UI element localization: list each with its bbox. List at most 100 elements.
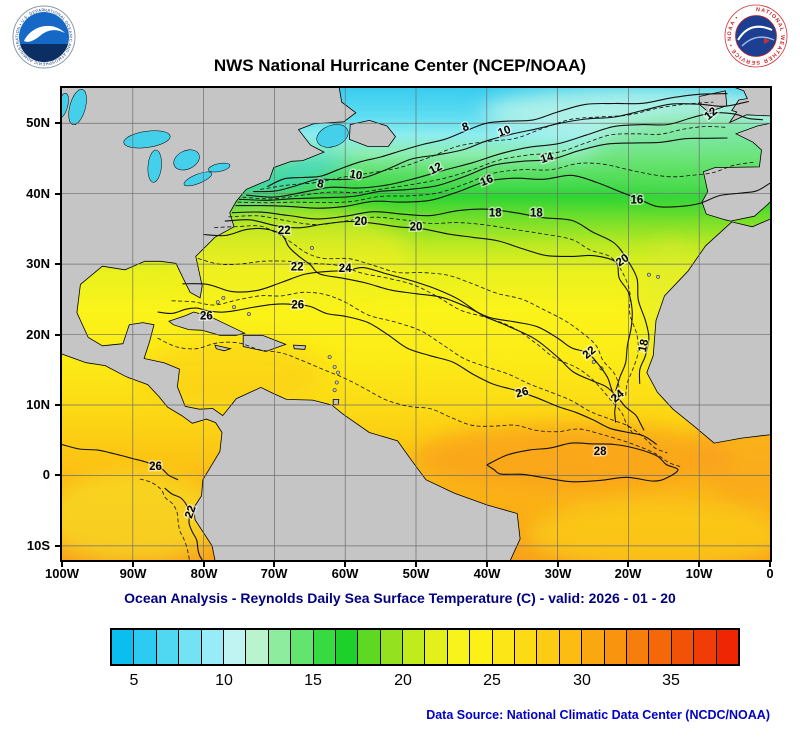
colorbar-segment [246,630,269,664]
contour-label: 22 [278,225,291,237]
isotherm-28 [486,442,679,483]
islet [591,360,596,364]
nws-logo: NATIONAL WEATHER SERVICE • NOAA • [724,4,788,68]
islet [309,245,314,250]
isotherm-20 [224,219,633,392]
colorbar-segment [537,630,560,664]
contour-label: 16 [631,195,644,207]
colorbar-segment [403,630,426,664]
contour-label: 26 [149,461,162,473]
lake-michigan [147,149,162,183]
isotherm-22 [164,487,203,560]
colorbar-segment [492,630,516,664]
lat-tick-label: 50N [26,115,50,130]
colorbar-segment [626,630,650,664]
temperature-colorbar [110,628,740,666]
colorbar-tick-label: 25 [483,672,501,689]
isotherm-8 [267,93,728,188]
lake-erie [183,171,213,187]
lake-ontario [208,162,231,173]
lake-gulf-st-lawrence [316,124,349,148]
lon-tick-label: 10W [685,566,713,581]
islet [646,272,651,277]
lat-tick-label: 40N [26,186,50,201]
lon-tick-label: 0 [766,566,774,581]
isotherm-23-dashed [197,258,633,434]
contour-label: 26 [200,310,213,322]
lon-tick-label: 20W [614,566,642,581]
colorbar-tick-label: 5 [129,672,139,689]
map-caption: Ocean Analysis - Reynolds Daily Sea Surf… [124,590,676,606]
islet [327,355,332,360]
noaa-logo: NATIONAL OCEANIC AND ATMOSPHERIC ADMINIS… [12,5,76,69]
contour-label: 18 [489,207,502,219]
colorbar-tick-label: 20 [394,672,412,689]
nws-arrow-icon [764,38,770,44]
lon-tick-label: 60W [331,566,359,581]
colorbar-segment [559,630,583,664]
data-source-note: Data Source: National Climatic Data Cent… [426,708,770,722]
contour-label: 24 [339,263,352,275]
noaa-sea [19,44,69,62]
colorbar-segment [291,630,314,664]
lake-winnipegosis [62,93,69,119]
contour-label: 22 [291,262,304,274]
colorbar-segment [313,630,336,664]
colorbar-tick-label: 30 [573,672,591,689]
colorbar-tick-label: 35 [662,672,680,689]
colorbar-segment [268,630,292,664]
contour-label: 28 [594,446,607,458]
noaa-seagull-icon [24,25,65,42]
page-title: NWS National Hurricane Center (NCEP/NOAA… [213,56,587,75]
islet [246,312,251,317]
nws-globe [735,15,777,57]
colorbar-segment [716,630,738,664]
landmass-africa [646,218,770,444]
isotherm-13-dashed [242,126,728,200]
islet [332,388,337,393]
islet [336,370,341,375]
islet [332,365,337,369]
colorbar-segment [515,630,538,664]
landmass-trinidad [332,399,340,406]
islet [215,300,220,305]
lat-tick-label: 0 [42,467,50,482]
lake-superior [123,130,171,149]
contour-label: 26 [291,300,304,312]
landmass-hispaniola [242,334,287,352]
nws-swoosh2-icon [741,36,775,47]
isotherm-26 [62,443,179,481]
isotherm-14 [238,137,728,201]
lon-tick-label: 40W [473,566,501,581]
colorbar-segment [156,630,180,664]
graticule [62,88,770,560]
contour-label: 18 [530,207,543,219]
landmass-iberia-france [701,122,770,222]
islet [232,305,236,310]
colorbar-segment [179,630,202,664]
lon-tick-label: 70W [260,566,288,581]
colorbar-segment [201,630,224,664]
isotherm-10 [253,100,749,193]
lon-tick-label: 50W [402,566,430,581]
lat-tick-label: 20N [26,327,50,342]
map-frame: 8 10 8 10 12 12 14 16 16 18 18 20 20 20 22 22 22 24 24 26 26… [60,86,772,562]
colorbar-segment [358,630,381,664]
islet [656,274,661,279]
lat-tick-label: 10N [26,397,50,412]
landmass-newfoundland [348,119,397,147]
isotherm-24-dashed [139,478,190,560]
contour-label: 18 [637,338,652,354]
islet [334,380,339,385]
lon-tick-label: 90W [119,566,147,581]
colorbar-segment [425,630,448,664]
colorbar-segment [694,630,717,664]
lon-tick-label: 100W [45,566,79,581]
isotherm-16 [235,174,770,209]
lon-tick-label: 30W [544,566,572,581]
landmass-americas [62,88,521,560]
landmass-britain [728,88,770,124]
contour-label: 14 [539,151,555,167]
islet [221,295,226,300]
